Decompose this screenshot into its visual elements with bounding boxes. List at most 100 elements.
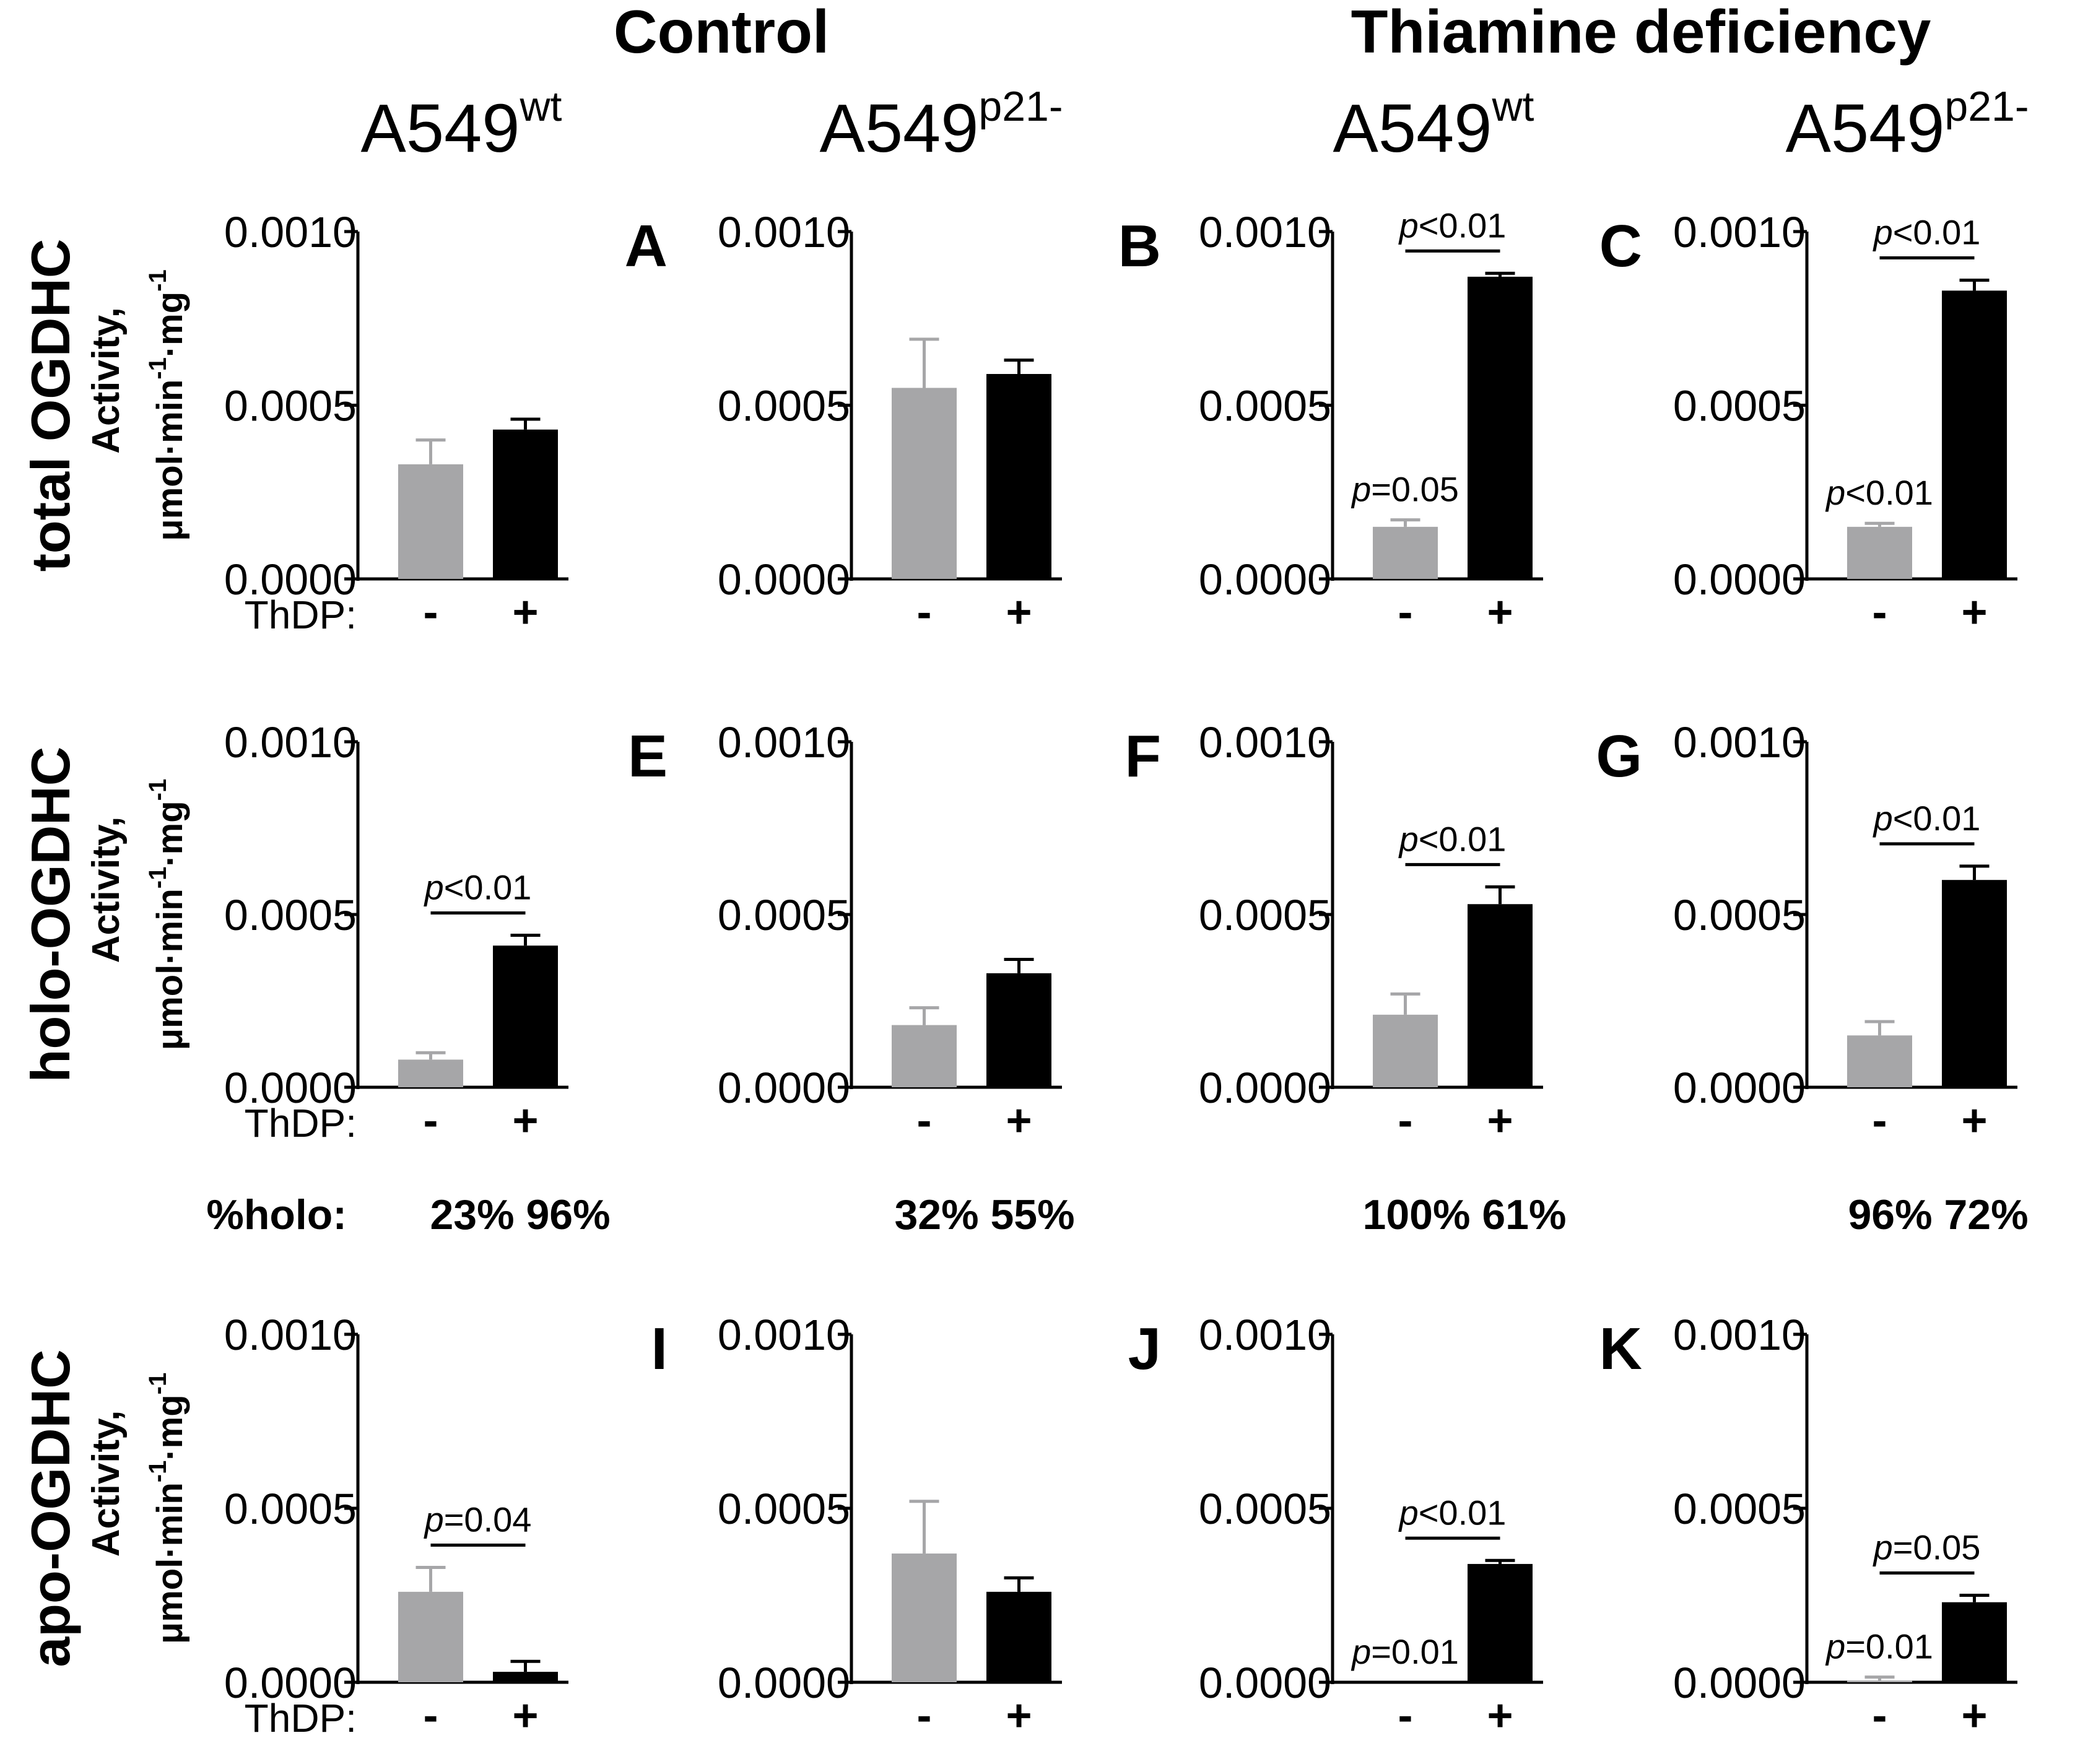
y-tick-label: 0.0005 [224, 891, 357, 939]
panel-letter: J [1128, 1316, 1161, 1382]
panel-letter: K [1599, 1316, 1642, 1382]
x-tick-label: - [917, 1691, 932, 1740]
p-value-label: p=0.05 [1873, 1528, 1981, 1567]
x-tick-label: + [1487, 588, 1513, 637]
p-value: <0.01 [444, 867, 532, 906]
y-tick-label: 0.0000 [1199, 555, 1331, 604]
bar-minus [1373, 1014, 1438, 1087]
holo-percent-value: 96% 72% [1848, 1191, 2028, 1238]
p-symbol: p [1351, 470, 1371, 509]
panel-letter: H [2074, 723, 2075, 789]
unit-part: μmol·min [150, 380, 190, 541]
panel-H: 0.0000 0.0005 0.0010 - + Hp<0.01 [1673, 718, 2075, 1145]
x-prefix-label: ThDP: [245, 593, 357, 637]
bar-minus [1847, 526, 1912, 579]
x-tick-label: - [424, 588, 438, 637]
y-axis-label-line1: Activity, [85, 1410, 128, 1557]
x-tick-label: + [512, 588, 538, 637]
x-tick-label: - [1398, 588, 1413, 637]
panel-E: 0.0000 0.0005 0.0010 - + Ep<0.01 ThDP: [224, 718, 668, 1145]
bar-plus [986, 973, 1051, 1087]
bar-plus [1468, 1563, 1533, 1682]
p-symbol: p [424, 867, 444, 906]
p-symbol: p [1825, 1627, 1845, 1666]
p-value-label: p=0.01 [1351, 1632, 1459, 1671]
p-value-label: p<0.01 [1398, 1493, 1507, 1532]
y-tick-label: 0.0010 [718, 718, 850, 767]
x-tick-label: - [917, 588, 932, 637]
p-value-label: p<0.01 [1873, 799, 1981, 838]
y-tick-label: 0.0005 [1199, 1485, 1331, 1533]
holo-percent-value: 32% 55% [894, 1191, 1074, 1238]
p-value-label: p=0.05 [1351, 470, 1459, 509]
x-tick-label: + [1961, 1691, 1987, 1740]
panel-J: 0.0000 0.0005 0.0010 - + J [718, 1311, 1161, 1740]
y-tick-label: 0.0000 [718, 1659, 850, 1707]
y-tick-label: 0.0010 [1673, 208, 1806, 256]
p-symbol: p [1398, 819, 1419, 858]
x-tick-label: + [1006, 1691, 1032, 1740]
bar-plus [1468, 276, 1533, 579]
p-symbol: p [1873, 799, 1893, 838]
unit-sup: -1 [144, 867, 172, 889]
y-tick-label: 0.0010 [1199, 208, 1331, 256]
panel-letter: G [1596, 723, 1642, 789]
y-axis-label-units: μmol·min-1·mg-1 [144, 269, 190, 541]
unit-sup: -1 [144, 1373, 172, 1395]
column-title: A549p21- [1785, 83, 2029, 167]
y-tick-label: 0.0010 [1199, 1311, 1331, 1359]
panel-A: 0.0000 0.0005 0.0010 - + A ThDP: [224, 208, 668, 637]
y-tick-label: 0.0005 [718, 891, 850, 939]
p-symbol: p [1398, 206, 1419, 245]
p-value: =0.04 [444, 1500, 532, 1539]
bar-plus [493, 429, 558, 579]
p-value: <0.01 [1419, 206, 1507, 245]
unit-part: μmol·min [150, 1482, 190, 1644]
column-title: A549wt [361, 83, 562, 167]
x-tick-label: + [1961, 588, 1987, 637]
p-value: =0.05 [1893, 1528, 1981, 1567]
x-tick-label: + [1006, 588, 1032, 637]
panel-letter: C [1599, 213, 1642, 279]
bar-minus [1847, 1035, 1912, 1087]
y-tick-label: 0.0005 [224, 1485, 357, 1533]
unit-part: μmol·min [150, 889, 190, 1050]
x-tick-label: + [1487, 1691, 1513, 1740]
panel-letter: D [2074, 213, 2075, 279]
p-symbol: p [1351, 1632, 1371, 1671]
column-title-sup: wt [1491, 83, 1534, 130]
bar-minus [1847, 1680, 1912, 1682]
y-tick-label: 0.0000 [1673, 555, 1806, 604]
y-tick-label: 0.0010 [1673, 718, 1806, 767]
p-value: =0.01 [1845, 1627, 1933, 1666]
y-axis-label-units: μmol·min-1·mg-1 [144, 779, 190, 1051]
x-tick-label: - [1398, 1691, 1413, 1740]
p-value: <0.01 [1845, 473, 1933, 512]
group-title: Thiamine deficiency [1351, 0, 1931, 66]
x-prefix-label: ThDP: [245, 1101, 357, 1145]
bar-minus [398, 1591, 463, 1682]
y-tick-label: 0.0010 [224, 1311, 357, 1359]
bar-minus [398, 1059, 463, 1087]
p-symbol: p [1825, 473, 1845, 512]
bar-plus [493, 1672, 558, 1682]
bar-plus [493, 945, 558, 1087]
panel-letter: B [1118, 213, 1161, 279]
p-symbol: p [1398, 1493, 1419, 1532]
unit-sup: -1 [144, 269, 172, 292]
x-tick-label: - [1873, 588, 1887, 637]
panel-letter: E [628, 723, 668, 789]
unit-part: ·mg [150, 1394, 190, 1460]
bar-plus [1942, 1602, 2007, 1682]
y-tick-label: 0.0000 [224, 555, 357, 604]
y-tick-label: 0.0005 [1199, 382, 1331, 430]
y-tick-label: 0.0010 [1199, 718, 1331, 767]
p-value-label: p<0.01 [424, 867, 532, 906]
bar-minus [892, 1553, 957, 1682]
bar-minus [892, 388, 957, 579]
x-tick-label: - [424, 1691, 438, 1740]
